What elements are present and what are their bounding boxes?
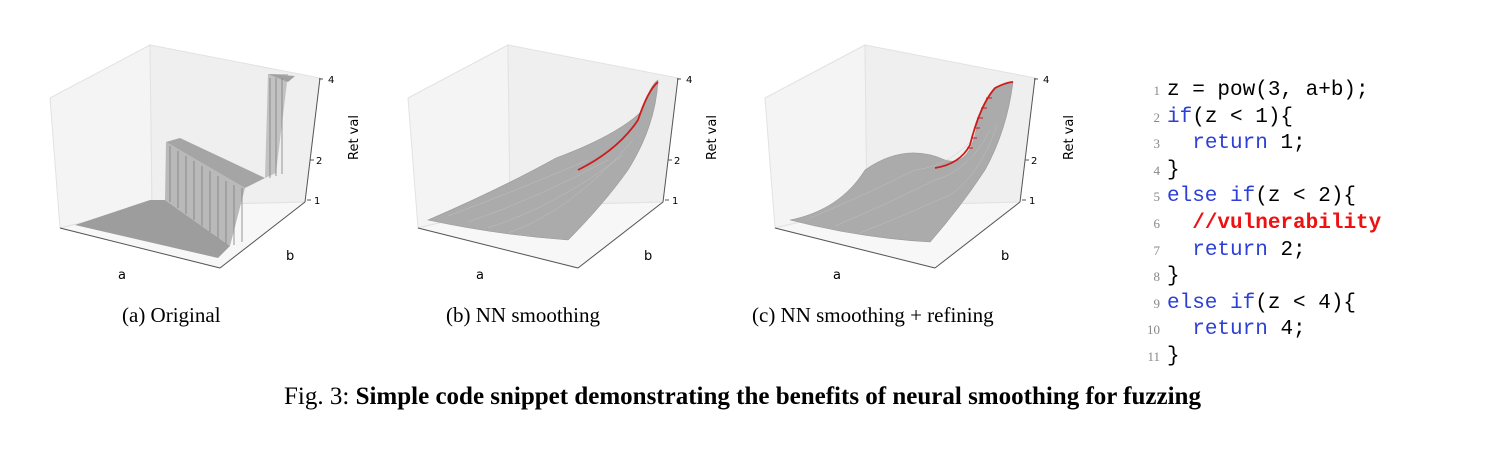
code-keyword: return [1192, 318, 1268, 342]
zlabel: Ret val [705, 115, 720, 160]
xlabel: a [476, 268, 484, 280]
subcaption-b: (b) NN smoothing [446, 303, 600, 327]
plot-c: 4 2 1 Ret val a b [745, 30, 1085, 280]
code-token: } [1167, 158, 1180, 182]
line-number: 10 [1147, 322, 1160, 338]
ztick-1: 1 [672, 196, 678, 207]
line-number: 9 [1153, 295, 1161, 311]
vulnerability-comment: //vulnerability [1192, 211, 1382, 235]
plot-b-svg: 4 2 1 Ret val a b [407, 44, 720, 280]
line-number: 5 [1153, 189, 1161, 205]
ztick-4: 4 [328, 75, 334, 86]
surface-grid [447, 139, 634, 234]
code-text: if(z < 1){ [1167, 105, 1293, 132]
ztick-4: 4 [686, 75, 692, 86]
x-axis [417, 227, 579, 269]
code-text: return 4; [1167, 317, 1306, 344]
code-text: //vulnerability [1167, 211, 1381, 238]
ztick-2: 2 [1031, 156, 1037, 167]
line-number: 1 [1153, 83, 1161, 98]
code-text: } [1167, 264, 1180, 291]
line-number: 3 [1153, 136, 1161, 152]
code-text: z = pow(3, a+b); [1167, 78, 1369, 105]
code-text: } [1167, 158, 1180, 185]
ztick-4: 4 [1043, 75, 1049, 86]
code-keyword: else if [1167, 291, 1256, 315]
ztick-1: 1 [314, 196, 320, 207]
figure-caption: Fig. 3: Simple code snippet demonstratin… [0, 383, 1485, 411]
plot-a: 4 2 1 Ret val a b [30, 30, 370, 280]
figure-caption-prefix: Fig. 3: [284, 383, 356, 410]
code-token: 2; [1267, 238, 1306, 262]
code-keyword: else if [1167, 185, 1256, 209]
code-token [1167, 212, 1192, 235]
code-token [1167, 318, 1192, 341]
code-keyword: return [1192, 132, 1268, 156]
code-text: return 1; [1167, 131, 1306, 158]
z-axis [304, 77, 321, 203]
code-token [1167, 239, 1192, 262]
surface-plateau-2 [166, 138, 265, 188]
code-text: else if(z < 2){ [1167, 184, 1356, 211]
line-number: 7 [1153, 242, 1161, 258]
line-number: 11 [1147, 348, 1160, 364]
y-axis [577, 201, 664, 269]
x-axis [774, 227, 936, 269]
line-number: 8 [1153, 269, 1161, 285]
plot-a-svg: 4 2 1 Ret val a b [49, 44, 362, 280]
gradient-path [934, 81, 1014, 169]
line-number: 4 [1153, 162, 1161, 178]
z-axis [1019, 77, 1036, 203]
code-token: } [1167, 265, 1180, 289]
ztick-1: 1 [1029, 196, 1035, 207]
gradient-path [577, 81, 659, 171]
smooth-surface [427, 79, 659, 241]
xlabel: a [118, 268, 126, 280]
step-stripes [169, 78, 283, 245]
ylabel: b [1001, 249, 1009, 264]
subcaption-c: (c) NN smoothing + refining [752, 303, 994, 327]
surface-plateau-4 [268, 74, 295, 82]
surface-grid [809, 124, 998, 234]
code-token: z = pow(3, a+b); [1167, 79, 1369, 102]
code-token: (z < 1){ [1192, 105, 1294, 129]
code-keyword: if [1167, 105, 1193, 129]
code-token [1167, 132, 1192, 155]
path-markers [967, 97, 992, 149]
code-text: } [1167, 344, 1180, 371]
surface-step-2 [165, 142, 245, 246]
code-token: } [1167, 344, 1180, 368]
y-axis [934, 201, 1021, 269]
code-text: return 2; [1167, 238, 1306, 265]
code-token: (z < 4){ [1255, 291, 1357, 315]
plot-c-svg: 4 2 1 Ret val a b [764, 44, 1077, 280]
ztick-2: 2 [316, 156, 322, 167]
x-axis [59, 227, 221, 269]
subcaption-a: (a) Original [122, 303, 221, 327]
line-number: 2 [1153, 109, 1161, 125]
surface-plateau-1 [75, 200, 230, 258]
y-axis [219, 201, 306, 269]
xlabel: a [833, 268, 841, 280]
plot-b: 4 2 1 Ret val a b [388, 30, 728, 280]
code-token: 4; [1267, 318, 1306, 342]
ylabel: b [644, 249, 652, 264]
line-number: 6 [1153, 215, 1161, 231]
ztick-2: 2 [674, 156, 680, 167]
zlabel: Ret val [1062, 115, 1077, 160]
code-text: else if(z < 4){ [1167, 291, 1356, 318]
code-keyword: return [1192, 238, 1268, 262]
zlabel: Ret val [347, 115, 362, 160]
pane-left [49, 44, 153, 229]
code-token: 1; [1267, 132, 1306, 156]
ylabel: b [286, 249, 294, 264]
code-token: (z < 2){ [1255, 185, 1357, 209]
z-axis [662, 77, 679, 203]
figure-caption-text: Simple code snippet demonstrating the be… [355, 383, 1201, 410]
